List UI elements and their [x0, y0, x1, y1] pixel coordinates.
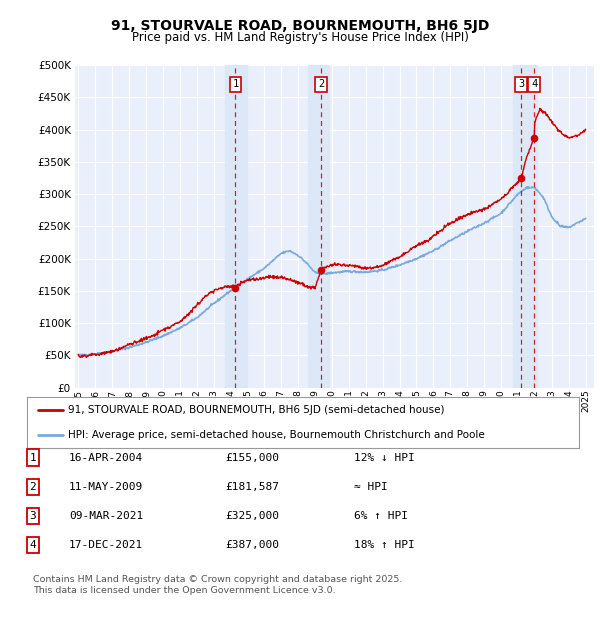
Text: 17-DEC-2021: 17-DEC-2021: [69, 540, 143, 550]
Text: £181,587: £181,587: [225, 482, 279, 492]
Text: 18% ↑ HPI: 18% ↑ HPI: [354, 540, 415, 550]
Bar: [226, 65, 247, 388]
Text: 91, STOURVALE ROAD, BOURNEMOUTH, BH6 5JD: 91, STOURVALE ROAD, BOURNEMOUTH, BH6 5JD: [111, 19, 489, 33]
Text: Price paid vs. HM Land Registry's House Price Index (HPI): Price paid vs. HM Land Registry's House …: [131, 31, 469, 44]
Text: 2: 2: [318, 79, 324, 89]
Text: £155,000: £155,000: [225, 453, 279, 463]
Text: 3: 3: [29, 511, 37, 521]
Text: £325,000: £325,000: [225, 511, 279, 521]
Text: Contains HM Land Registry data © Crown copyright and database right 2025.
This d: Contains HM Land Registry data © Crown c…: [33, 575, 403, 595]
Text: £387,000: £387,000: [225, 540, 279, 550]
Text: 11-MAY-2009: 11-MAY-2009: [69, 482, 143, 492]
Text: 6% ↑ HPI: 6% ↑ HPI: [354, 511, 408, 521]
Text: 2: 2: [29, 482, 37, 492]
Text: 1: 1: [232, 79, 239, 89]
Text: 4: 4: [29, 540, 37, 550]
Bar: [308, 65, 329, 388]
Text: 16-APR-2004: 16-APR-2004: [69, 453, 143, 463]
Text: HPI: Average price, semi-detached house, Bournemouth Christchurch and Poole: HPI: Average price, semi-detached house,…: [68, 430, 485, 440]
Text: 1: 1: [29, 453, 37, 463]
Text: 3: 3: [518, 79, 524, 89]
Text: 09-MAR-2021: 09-MAR-2021: [69, 511, 143, 521]
Text: 91, STOURVALE ROAD, BOURNEMOUTH, BH6 5JD (semi-detached house): 91, STOURVALE ROAD, BOURNEMOUTH, BH6 5JD…: [68, 404, 445, 415]
Text: ≈ HPI: ≈ HPI: [354, 482, 388, 492]
Bar: [513, 65, 536, 388]
Text: 12% ↓ HPI: 12% ↓ HPI: [354, 453, 415, 463]
Text: 4: 4: [531, 79, 537, 89]
